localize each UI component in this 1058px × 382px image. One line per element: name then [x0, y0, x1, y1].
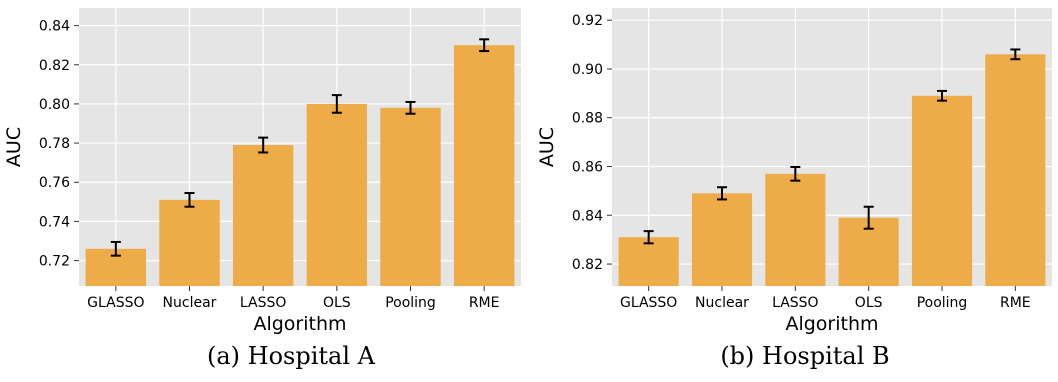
y-tick-label: 0.74 [39, 214, 70, 230]
x-tick-label: GLASSO [87, 295, 144, 311]
plot-background [612, 8, 1052, 286]
x-tick-label: RME [469, 295, 500, 311]
y-tick-label: 0.82 [572, 257, 603, 273]
y-tick-label: 0.92 [572, 13, 603, 29]
x-tick-label: LASSO [772, 295, 819, 311]
bar [691, 193, 753, 286]
hospital-b-chart: 0.82 0.84 0.86 0.88 0.90 0.92 GLASSO Nuclear LAS… [536, 8, 1052, 370]
y-tick-label: 0.82 [39, 58, 70, 74]
bar [232, 145, 294, 286]
y-tick-label: 0.90 [572, 62, 603, 78]
y-axis-label: AUC [3, 127, 25, 167]
x-tick-label: GLASSO [620, 295, 677, 311]
bar [380, 107, 441, 287]
x-tick-label: Pooling [385, 295, 436, 311]
bar [453, 45, 515, 287]
bar [765, 173, 826, 286]
hospital-a-chart: 0.72 0.74 0.76 0.78 0.80 0.82 0.84 GLASSO Nuclea… [3, 8, 521, 370]
bar [306, 103, 368, 286]
y-tick-label: 0.76 [39, 175, 70, 191]
bar [159, 199, 220, 286]
y-tick-label: 0.72 [39, 254, 70, 270]
x-tick-label: OLS [855, 295, 883, 311]
x-tick-label: RME [1000, 295, 1031, 311]
y-tick-label: 0.88 [572, 111, 603, 127]
x-tick-label: Pooling [917, 295, 968, 311]
y-tick-label: 0.86 [572, 160, 603, 176]
figure-caption: (b) Hospital B [720, 342, 889, 370]
y-axis-label: AUC [536, 127, 558, 167]
figure-caption: (a) Hospital A [207, 342, 376, 370]
x-tick-label: OLS [323, 295, 351, 311]
plot-background [79, 8, 521, 286]
y-tick-label: 0.78 [39, 136, 70, 152]
x-axis-label: Algorithm [785, 313, 878, 335]
bar [911, 95, 973, 286]
y-tick-label: 0.84 [39, 19, 70, 35]
x-axis-label: Algorithm [253, 313, 346, 335]
x-tick-label: Nuclear [695, 295, 749, 311]
y-tick-label: 0.80 [39, 97, 70, 113]
x-tick-label: LASSO [240, 295, 287, 311]
y-tick-label: 0.84 [572, 208, 603, 224]
bar [985, 54, 1046, 287]
x-tick-label: Nuclear [163, 295, 217, 311]
bar [618, 237, 679, 286]
